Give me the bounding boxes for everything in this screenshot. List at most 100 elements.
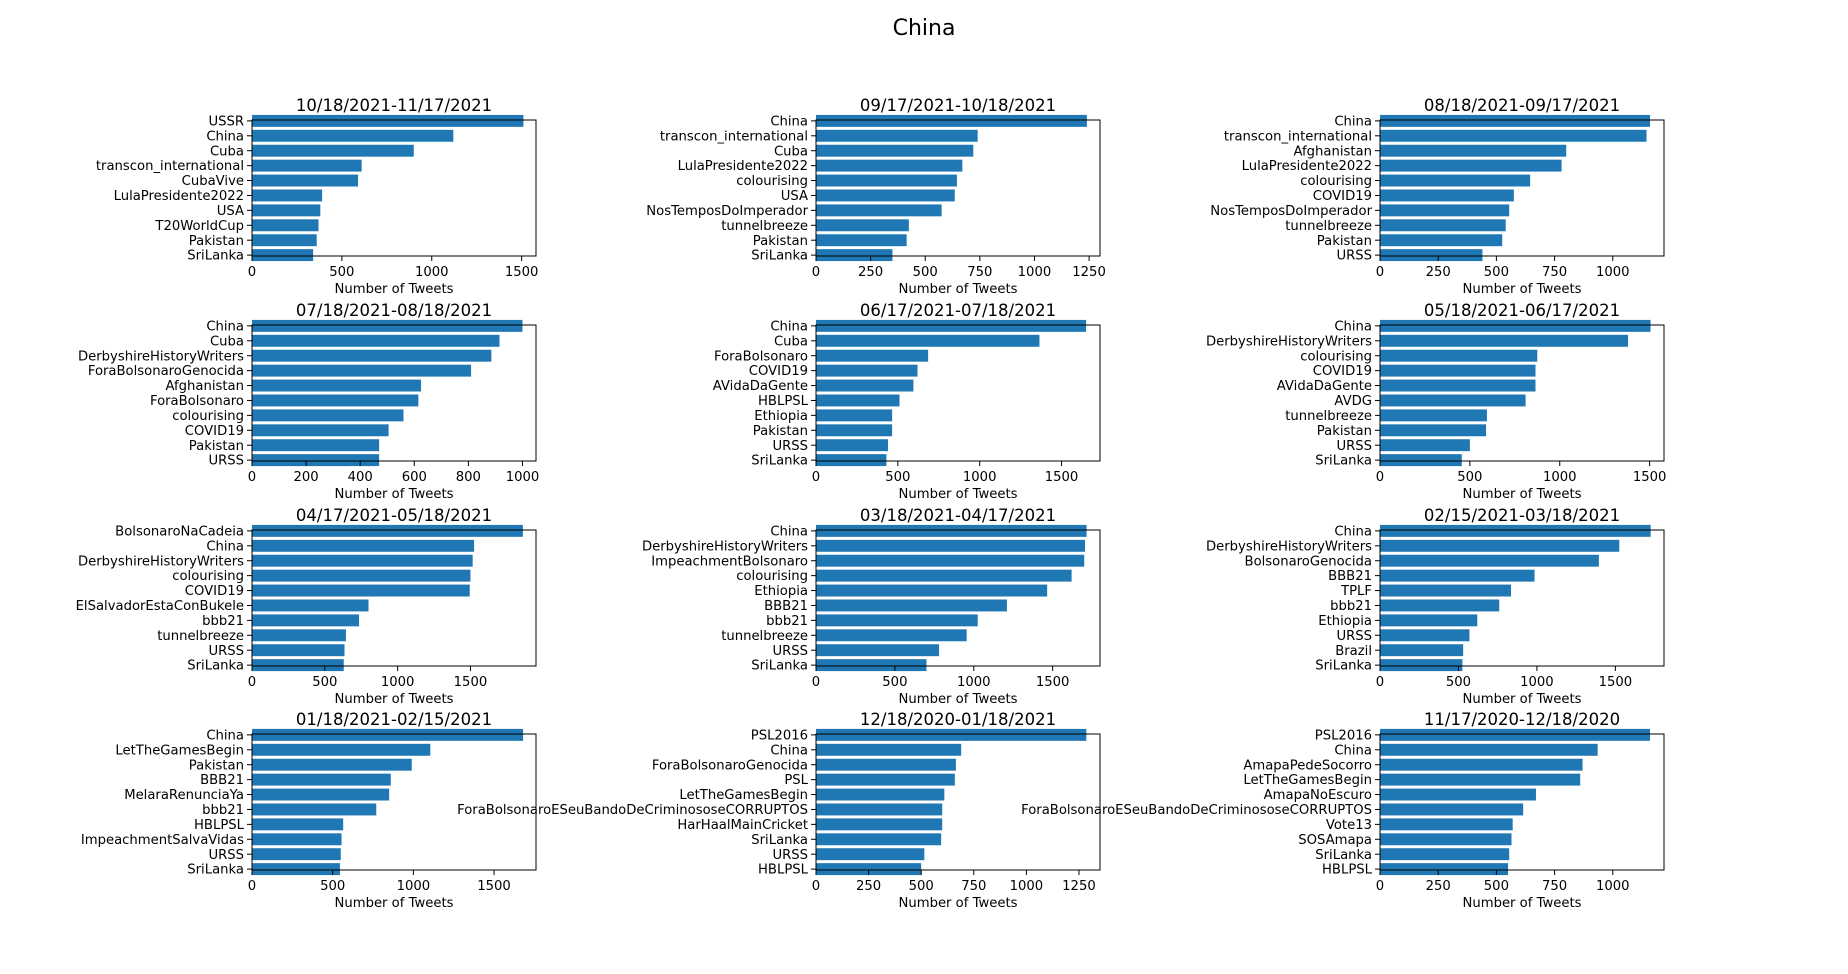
y-tick-label: ForaBolsonaro <box>150 394 244 409</box>
y-tick-label: China <box>770 524 808 539</box>
y-tick-label: tunnelbreeze <box>1285 409 1372 424</box>
y-tick-label: SriLanka <box>751 249 808 264</box>
x-tick-label: 0 <box>248 879 256 894</box>
bar <box>1380 629 1470 642</box>
y-tick-label: transcon_international <box>96 159 244 174</box>
chart-panel: 09/17/2021-10/18/2021 Chinatranscon_inter… <box>646 96 1106 297</box>
bar <box>252 394 419 407</box>
x-tick-label: 0 <box>1376 675 1384 690</box>
bar <box>1380 409 1487 422</box>
y-tick-label: ForaBolsonaroGenocida <box>652 758 808 773</box>
bar <box>816 644 940 657</box>
x-tick-label: 1000 <box>1010 879 1044 894</box>
y-tick-label: bbb21 <box>766 614 808 629</box>
x-axis-label: Number of Tweets <box>899 282 1018 297</box>
y-tick-label: Cuba <box>774 144 808 159</box>
x-tick-label: 0 <box>1376 879 1384 894</box>
bar <box>252 629 346 642</box>
x-tick-label: 250 <box>1426 265 1451 280</box>
bar <box>1380 659 1463 672</box>
y-tick-label: HarHaalMainCricket <box>677 818 808 833</box>
bar <box>1380 174 1531 187</box>
bar <box>1380 584 1512 597</box>
plot-frame <box>1379 529 1665 667</box>
bar <box>816 743 962 756</box>
bar <box>252 863 340 876</box>
y-tick-label: SOSAmapa <box>1298 833 1372 848</box>
chart-title: 12/18/2020-01/18/2021 <box>860 710 1056 729</box>
bar <box>1380 424 1487 437</box>
y-tick-label: Cuba <box>210 334 244 349</box>
y-tick-label: DerbyshireHistoryWriters <box>642 539 808 554</box>
x-tick-label: 500 <box>312 675 337 690</box>
bar <box>816 454 887 467</box>
plot-frame <box>815 529 1101 667</box>
x-tick-label: 600 <box>402 470 427 485</box>
x-axis-label: Number of Tweets <box>899 692 1018 707</box>
chart-title: 07/18/2021-08/18/2021 <box>296 301 492 320</box>
y-tick-label: CubaVive <box>182 174 244 189</box>
bar <box>252 219 319 232</box>
y-tick-label: bbb21 <box>202 803 244 818</box>
bar <box>252 409 404 422</box>
x-tick-label: 1500 <box>1633 470 1667 485</box>
y-tick-label: SriLanka <box>751 833 808 848</box>
y-tick-label: URSS <box>208 454 244 469</box>
bar <box>1380 818 1513 831</box>
y-tick-label: COVID19 <box>185 424 244 439</box>
y-tick-label: URSS <box>772 644 808 659</box>
x-axis-label: Number of Tweets <box>335 896 454 911</box>
x-axis-label: Number of Tweets <box>1463 282 1582 297</box>
chart-title: 05/18/2021-06/17/2021 <box>1424 301 1620 320</box>
x-axis-label: Number of Tweets <box>1463 896 1582 911</box>
y-tick-label: SriLanka <box>187 863 244 878</box>
bar <box>252 379 422 392</box>
y-tick-label: DerbyshireHistoryWriters <box>78 349 244 364</box>
y-tick-label: tunnelbreeze <box>721 629 808 644</box>
y-tick-label: HBLPSL <box>758 863 809 878</box>
y-tick-label: Pakistan <box>1317 424 1372 439</box>
x-tick-label: 500 <box>885 470 910 485</box>
bar <box>816 409 893 422</box>
y-tick-label: COVID19 <box>1313 364 1372 379</box>
bar <box>816 848 925 861</box>
bar <box>816 174 957 187</box>
y-tick-label: URSS <box>1336 629 1372 644</box>
bar <box>816 159 963 172</box>
x-tick-label: 250 <box>856 879 881 894</box>
x-tick-label: 1250 <box>1062 879 1096 894</box>
x-tick-label: 250 <box>858 265 883 280</box>
y-tick-label: ForaBolsonaroESeuBandoDeCriminososeCORRU… <box>1021 803 1372 818</box>
bar <box>816 833 942 846</box>
plot-frame <box>815 324 1101 462</box>
x-tick-label: 1500 <box>1036 675 1070 690</box>
x-tick-label: 1000 <box>415 265 449 280</box>
plot-frame <box>251 324 537 462</box>
bar <box>1380 234 1503 247</box>
bar <box>252 644 345 657</box>
plot-frame <box>251 529 537 667</box>
bar <box>1380 379 1536 392</box>
y-tick-label: colourising <box>172 569 244 584</box>
y-tick-label: NosTemposDoImperador <box>646 204 808 219</box>
y-tick-label: Pakistan <box>189 234 244 249</box>
y-tick-label: transcon_international <box>660 129 808 144</box>
y-tick-label: China <box>1334 743 1372 758</box>
bar <box>252 569 471 582</box>
bar <box>816 249 893 262</box>
bar <box>252 144 414 157</box>
y-tick-label: AmapaPedeSocorro <box>1243 758 1372 773</box>
y-tick-label: SriLanka <box>1315 659 1372 674</box>
y-tick-label: BBB21 <box>200 773 244 788</box>
y-tick-label: bbb21 <box>1330 599 1372 614</box>
bar <box>1380 144 1567 157</box>
bar <box>252 159 362 172</box>
bar <box>252 454 380 467</box>
y-tick-label: ForaBolsonaroESeuBandoDeCriminososeCORRU… <box>457 803 808 818</box>
y-tick-label: AVidaDaGente <box>1277 379 1372 394</box>
x-tick-label: 500 <box>882 675 907 690</box>
y-tick-label: Ethiopia <box>754 409 808 424</box>
bar <box>816 394 900 407</box>
y-tick-label: Pakistan <box>189 439 244 454</box>
